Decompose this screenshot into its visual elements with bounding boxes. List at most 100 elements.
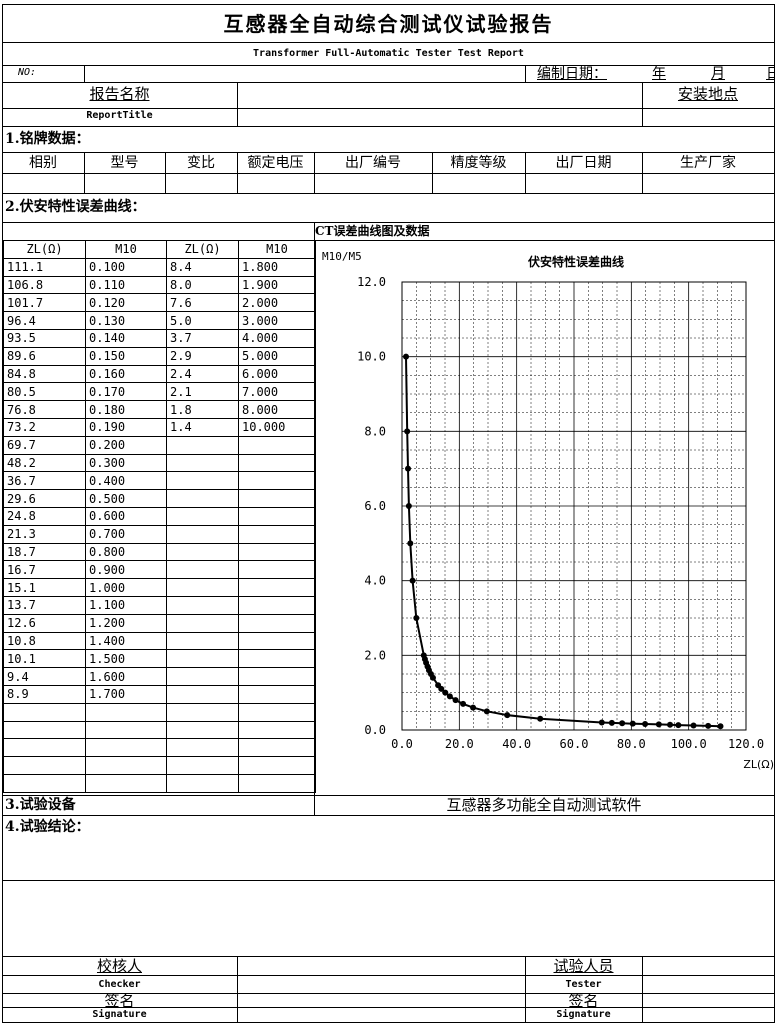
line: [2, 795, 775, 796]
table-row: 80.5 0.170 2.1 7.000: [3, 382, 316, 402]
curve-data-table: ZL(Ω) M10 ZL(Ω) M10 111.1 0.100 8.4 1.800 106.8 0…: [3, 240, 316, 793]
data-point: [442, 689, 449, 696]
m10-cell: 2.000: [238, 293, 316, 313]
equipment-section-title: 3.试验设备: [5, 797, 76, 813]
line: [2, 173, 775, 174]
table-row: 106.8 0.110 8.0 1.900: [3, 275, 316, 295]
chart-caption: CT误差曲线图及数据: [315, 224, 430, 238]
col-accuracy: 精度等级: [450, 155, 507, 171]
m10-cell: 1.800: [238, 257, 316, 277]
col-ratio: 变比: [187, 155, 215, 171]
line: [2, 956, 775, 957]
table-row: 111.1 0.100 8.4 1.800: [3, 257, 316, 277]
x-tick-label: 60.0: [560, 737, 589, 751]
table-row: 10.8 1.400: [3, 631, 316, 651]
report-title: 互感器全自动综合测试仪试验报告: [223, 12, 554, 36]
data-point: [413, 615, 420, 621]
col-serial-no: 出厂编号: [345, 155, 401, 171]
line: [237, 956, 238, 1023]
line: [2, 152, 775, 153]
install-location-label: 安装地点: [677, 85, 738, 103]
data-point: [452, 697, 459, 704]
data-point: [717, 723, 724, 730]
table-row: 9.4 1.600: [3, 667, 316, 686]
line: [237, 152, 238, 193]
col-mfg-date: 出厂日期: [555, 155, 612, 171]
y-tick-label: 8.0: [364, 424, 386, 438]
line: [642, 152, 643, 193]
date-label: 编制日期：: [537, 66, 607, 82]
no-label: NO:: [18, 67, 37, 78]
table-row: 84.8 0.160 2.4 6.000: [3, 364, 316, 384]
line: [525, 152, 526, 193]
checker-en: Checker: [98, 979, 141, 990]
month-label: 月: [711, 66, 725, 82]
data-point: [420, 652, 427, 659]
line: [525, 956, 526, 1023]
line: [165, 152, 166, 193]
data-point: [598, 719, 605, 726]
data-point: [483, 708, 490, 715]
table-row: 73.2 0.190 1.4 10.000: [3, 417, 316, 437]
line: [2, 880, 775, 881]
y-tick-label: 12.0: [357, 275, 386, 289]
tester-en: Tester: [565, 979, 602, 990]
data-point: [407, 540, 414, 547]
table-row: 13.7 1.100: [3, 595, 316, 615]
data-point: [470, 704, 477, 711]
x-tick-label: 40.0: [502, 737, 531, 751]
line: [642, 82, 643, 126]
table-header-row: ZL(Ω) M10 ZL(Ω) M10: [3, 240, 316, 259]
data-point: [409, 577, 416, 584]
plot-frame: [401, 281, 747, 731]
data-point: [675, 722, 682, 729]
table-row: 96.4 0.130 5.0 3.000: [3, 311, 316, 330]
data-point: [403, 353, 410, 360]
report-name-label: 报告名称: [89, 85, 150, 103]
checker-sign-en: Signature: [92, 1009, 147, 1020]
data-point: [537, 715, 544, 722]
line: [314, 152, 315, 193]
table-row: 101.7 0.120 7.6 2.000: [3, 293, 316, 313]
x-tick-label: 20.0: [445, 737, 474, 751]
line: [84, 152, 85, 193]
data-point: [690, 722, 697, 729]
line: [642, 956, 643, 1023]
data-point: [504, 712, 511, 719]
tester-label: 试验人员: [553, 957, 614, 975]
x-tick-label: 80.0: [617, 737, 646, 751]
nameplate-section-title: 1.铭牌数据：: [5, 131, 90, 147]
line: [2, 222, 775, 223]
data-point: [655, 721, 662, 728]
x-tick-label: 120.0: [728, 737, 764, 751]
line: [432, 152, 433, 193]
chart-title: 伏安特性误差曲线: [528, 254, 624, 269]
data-point: [608, 719, 615, 726]
line: [2, 42, 775, 43]
line: [2, 815, 775, 816]
checker-sign-label: 签名: [104, 992, 135, 1010]
data-point: [705, 722, 712, 729]
y-tick-label: 4.0: [364, 574, 386, 588]
data-point: [405, 503, 412, 509]
data-point: [619, 720, 626, 727]
line: [2, 193, 775, 194]
table-row: 36.7 0.400: [3, 471, 316, 491]
report-subtitle: Transformer Full-Automatic Tester Test R…: [253, 48, 524, 59]
day-label: 日: [766, 66, 775, 82]
tester-sign-en: Signature: [556, 1009, 611, 1020]
table-row: 24.8 0.600: [3, 506, 316, 526]
curve-section-title: 2.伏安特性误差曲线：: [5, 199, 146, 215]
data-point: [404, 428, 411, 435]
table-row: 15.1 1.000: [3, 578, 316, 597]
x-tick-label: 0.0: [391, 737, 413, 751]
data-point: [460, 700, 467, 707]
y-tick-label: 0.0: [364, 723, 386, 737]
checker-label: 校核人: [96, 957, 142, 975]
x-tick-label: 100.0: [671, 737, 707, 751]
line: [237, 82, 238, 126]
table-row: [3, 756, 316, 775]
line: [2, 126, 775, 127]
